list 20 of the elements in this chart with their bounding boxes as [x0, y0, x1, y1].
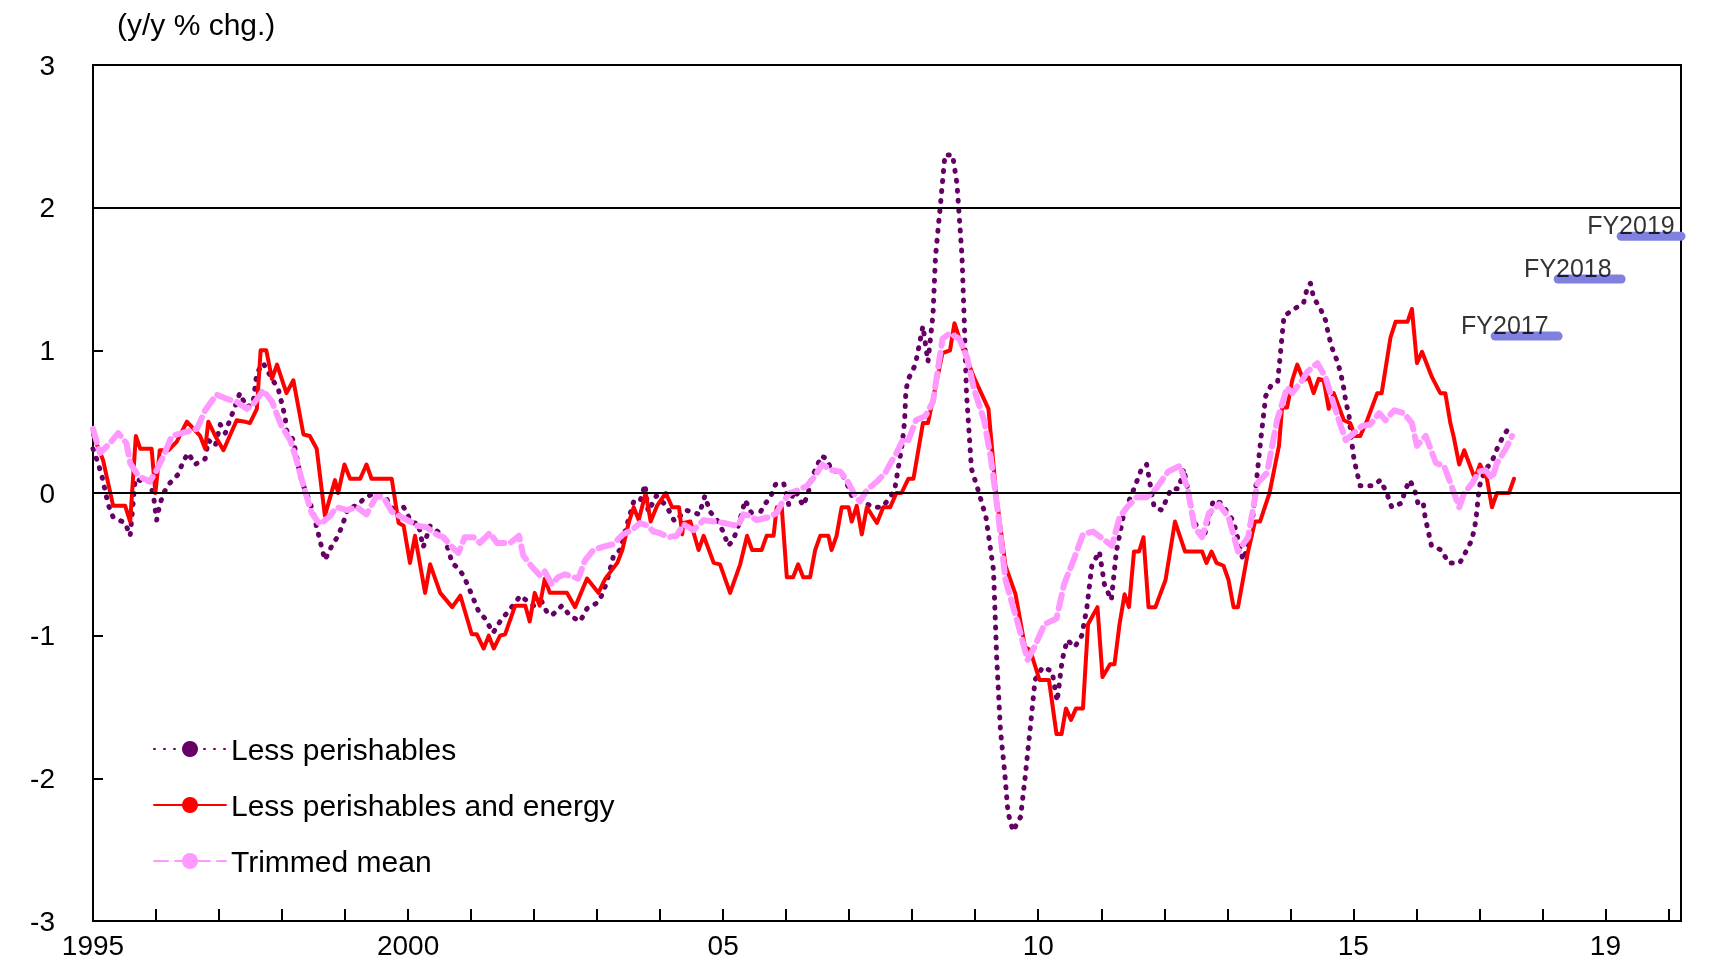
annotation: FY2019 — [1587, 210, 1675, 239]
y-tick-label: -3 — [30, 905, 55, 937]
legend-label: Less perishables and energy — [231, 788, 615, 822]
y-tick-label: 1 — [39, 334, 55, 366]
legend-label: Less perishables — [231, 732, 457, 766]
y-tick-label: 3 — [39, 49, 55, 81]
y-tick-label: -2 — [30, 762, 55, 794]
x-tick-label: 15 — [1337, 929, 1369, 961]
annotation: FY2017 — [1461, 310, 1549, 339]
x-tick-label: 10 — [1022, 929, 1054, 961]
y-axis-title: (y/y % chg.) — [117, 7, 276, 41]
x-tick-label: 05 — [707, 929, 739, 961]
x-tick-label: 1995 — [61, 929, 125, 961]
legend-label: Trimmed mean — [231, 844, 432, 878]
annotation: FY2018 — [1524, 253, 1612, 282]
y-tick-label: 0 — [39, 477, 55, 509]
y-tick-label: 2 — [39, 192, 55, 224]
x-tick-label: 19 — [1589, 929, 1621, 961]
y-tick-label: -1 — [30, 620, 55, 652]
x-tick-label: 2000 — [376, 929, 440, 961]
